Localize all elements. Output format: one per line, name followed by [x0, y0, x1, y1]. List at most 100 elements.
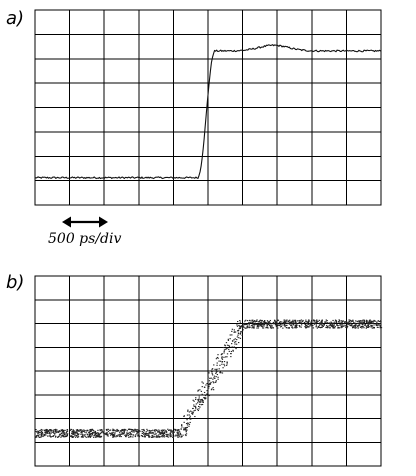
eye-sample-point: [302, 320, 304, 322]
eye-sample-point: [339, 321, 341, 323]
eye-sample-point: [260, 322, 262, 324]
eye-sample-point: [146, 430, 149, 432]
eye-sample-point: [261, 324, 263, 326]
eye-sample-point: [176, 429, 178, 431]
eye-sample-point: [79, 430, 81, 432]
eye-sample-point: [66, 430, 69, 432]
eye-sample-point: [139, 430, 141, 432]
eye-sample-point: [277, 327, 279, 329]
eye-sample-point: [264, 320, 266, 322]
eye-sample-point: [371, 323, 373, 325]
eye-sample-point: [148, 434, 150, 437]
eye-sample-point: [143, 436, 145, 438]
eye-sample-point: [364, 323, 366, 325]
eye-sample-point: [126, 433, 129, 435]
eye-sample-point: [322, 325, 324, 327]
eye-sample-point: [271, 325, 273, 327]
eye-sample-point: [152, 436, 154, 438]
eye-sample-point: [217, 376, 219, 378]
eye-sample-point: [285, 320, 288, 322]
eye-sample-point: [236, 324, 238, 326]
eye-sample-point: [222, 346, 225, 349]
eye-sample-point: [316, 327, 319, 329]
eye-sample-point: [280, 323, 283, 325]
eye-sample-point: [378, 324, 380, 326]
eye-sample-point: [156, 436, 159, 438]
eye-sample-point: [370, 322, 373, 324]
eye-sample-point: [259, 324, 262, 326]
eye-sample-point: [150, 430, 152, 432]
eye-sample-point: [338, 319, 340, 321]
eye-sample-point: [162, 431, 164, 433]
eye-sample-point: [72, 431, 75, 434]
eye-sample-point: [40, 435, 43, 437]
eye-sample-point: [226, 347, 228, 349]
eye-sample-point: [89, 429, 91, 431]
eye-sample-point: [116, 435, 118, 437]
eye-sample-point: [90, 429, 92, 431]
eye-sample-point: [310, 321, 313, 323]
eye-sample-point: [341, 323, 343, 325]
eye-sample-point: [164, 429, 166, 431]
eye-sample-point: [54, 432, 57, 434]
eye-sample-point: [86, 429, 88, 431]
eye-sample-point: [325, 321, 327, 323]
eye-sample-point: [306, 321, 309, 323]
eye-sample-point: [233, 329, 235, 331]
eye-sample-point: [149, 432, 151, 434]
eye-sample-point: [300, 319, 303, 321]
panel-a-trace: [34, 44, 381, 180]
eye-sample-point: [285, 322, 287, 324]
eye-sample-point: [49, 429, 52, 431]
eye-sample-point: [72, 432, 74, 434]
eye-sample-point: [334, 319, 337, 321]
eye-sample-point: [337, 325, 339, 327]
eye-sample-point: [299, 325, 301, 327]
eye-sample-point: [273, 322, 275, 324]
eye-sample-point: [45, 430, 48, 432]
eye-sample-point: [340, 326, 343, 328]
eye-sample-point: [165, 435, 167, 437]
eye-sample-point: [367, 320, 369, 322]
eye-sample-point: [300, 324, 303, 326]
eye-sample-point: [191, 411, 193, 413]
eye-sample-point: [138, 435, 141, 437]
eye-sample-point: [69, 429, 72, 431]
eye-sample-point: [261, 326, 263, 328]
eye-sample-point: [275, 324, 278, 327]
eye-sample-point: [373, 319, 375, 321]
eye-sample-point: [244, 327, 246, 329]
eye-sample-point: [231, 328, 234, 330]
eye-sample-point: [76, 429, 79, 431]
eye-sample-point: [35, 436, 37, 438]
eye-sample-point: [359, 324, 361, 326]
eye-sample-point: [189, 415, 191, 417]
eye-sample-point: [203, 397, 205, 399]
eye-sample-point: [141, 430, 143, 432]
eye-sample-point: [246, 324, 249, 326]
eye-sample-point: [194, 409, 196, 411]
eye-sample-point: [256, 327, 258, 329]
eye-sample-point: [111, 432, 113, 434]
eye-sample-point: [86, 434, 89, 436]
eye-sample-point: [288, 327, 290, 329]
eye-sample-point: [209, 382, 211, 384]
eye-sample-point: [40, 433, 43, 435]
eye-sample-point: [273, 320, 276, 322]
eye-sample-point: [150, 432, 152, 434]
eye-sample-point: [39, 436, 42, 438]
eye-sample-point: [193, 400, 195, 402]
eye-sample-point: [336, 324, 338, 326]
eye-sample-point: [84, 435, 86, 437]
eye-sample-point: [198, 408, 200, 410]
eye-sample-point: [236, 339, 238, 341]
eye-sample-point: [204, 398, 206, 400]
eye-sample-point: [289, 321, 291, 323]
eye-sample-point: [291, 320, 293, 322]
eye-sample-point: [289, 319, 291, 321]
eye-sample-point: [187, 422, 189, 424]
eye-sample-point: [319, 322, 321, 324]
eye-sample-point: [372, 322, 375, 324]
eye-sample-point: [357, 320, 360, 322]
eye-sample-point: [251, 324, 254, 326]
